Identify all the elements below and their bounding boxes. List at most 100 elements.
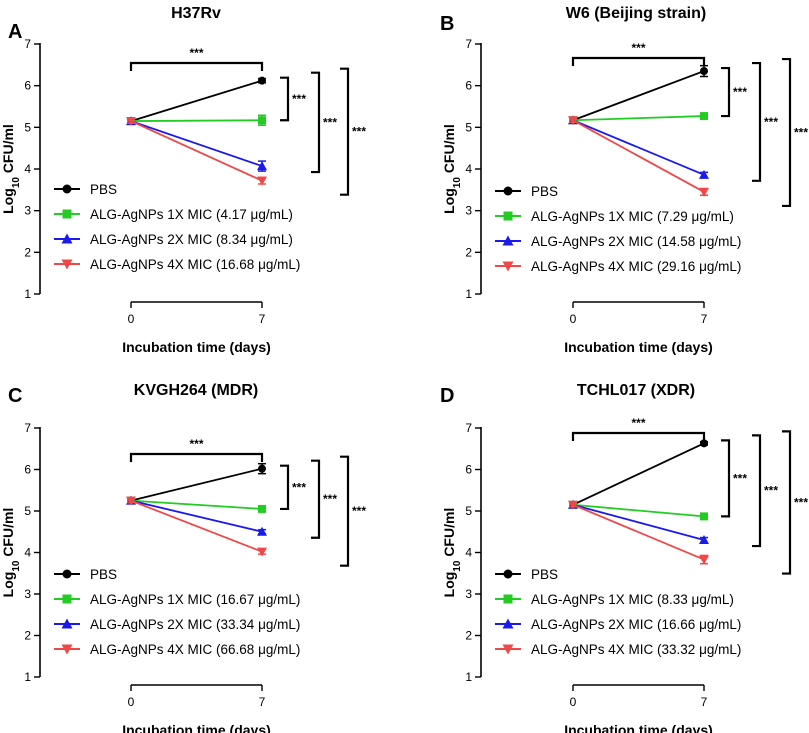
y-tick-label: 6 [465,463,472,477]
legend-label: ALG-AgNPs 2X MIC (14.58 μg/mL) [531,234,741,249]
square-marker [258,116,266,125]
x-tick-label: 7 [701,695,708,709]
bracket-line [129,452,264,462]
significance-bracket-2: *** [311,71,337,174]
significance-label: *** [631,41,645,55]
legend-label: ALG-AgNPs 4X MIC (29.16 μg/mL) [531,259,741,274]
y-tick-label: 2 [24,245,31,259]
series-line [572,442,705,506]
circle-marker [503,186,513,196]
triangle-down-marker [257,547,267,557]
series-line [572,119,705,176]
panel-letter: D [440,385,454,407]
significance-label: *** [352,125,366,139]
significance-label: *** [352,504,366,518]
legend-label: PBS [531,184,558,199]
series-circle [127,76,266,126]
series-circle [569,64,708,125]
triangle-up-marker [257,526,267,536]
legend-label: ALG-AgNPs 1X MIC (4.17 μg/mL) [90,207,293,222]
panel-title: KVGH264 (MDR) [134,382,258,399]
y-tick-label: 3 [24,587,31,601]
legend-label: PBS [90,182,117,197]
significance-bracket-3: *** [340,67,366,196]
bracket-line [571,431,706,441]
x-tick-label: 0 [570,695,577,709]
significance-bracket-3: *** [782,57,808,208]
y-tick-label: 6 [24,463,31,477]
y-tick-label: 2 [465,629,472,643]
y-tick-label: 4 [24,162,31,176]
square-marker [700,112,708,121]
significance-bracket-2: *** [311,459,337,539]
legend-label: ALG-AgNPs 2X MIC (8.34 μg/mL) [90,232,293,247]
square-marker [700,512,708,521]
significance-label: *** [189,46,203,60]
series-triangle-down [126,496,267,557]
y-tick-label: 6 [24,79,31,93]
legend-label: ALG-AgNPs 2X MIC (33.34 μg/mL) [90,617,300,632]
x-tick-label: 0 [128,695,135,709]
circle-marker [700,439,708,448]
series-circle [569,439,708,509]
series-line [130,120,263,167]
x-axis-title: Incubation time (days) [564,722,713,733]
triangle-down-marker [257,176,267,186]
series-line [572,503,705,561]
significance-bracket-2: *** [752,61,778,182]
significance-label: *** [764,484,778,498]
y-tick-label: 2 [24,629,31,643]
triangle-down-marker [568,116,578,126]
series-triangle-up [568,115,709,179]
series-circle [127,462,266,505]
panel-a: A H37Rv 1 2 3 4 5 6 7 0 7 Incubation time (days) L… [0,5,366,355]
significance-label: *** [794,495,808,509]
series-line [130,79,263,122]
significance-bracket-3: *** [782,430,808,575]
series-triangle-down [568,116,709,197]
significance-label: *** [764,115,778,129]
y-tick-label: 6 [465,79,472,93]
circle-marker [62,184,72,194]
panel-title: W6 (Beijing strain) [566,5,706,22]
panel-b: B W6 (Beijing strain) 1 2 3 4 5 6 7 0 7 Incubatio… [440,5,808,355]
bracket-line [280,76,290,122]
y-tick-label: 1 [24,670,31,684]
triangle-up-marker [699,169,709,179]
series-line [130,120,263,182]
circle-marker [62,569,72,579]
series-line [130,119,263,122]
series-triangle-down [568,500,709,565]
series-line [572,119,705,193]
y-tick-label: 5 [465,120,472,134]
y-tick-label: 7 [24,421,31,435]
triangle-down-marker [502,261,514,272]
y-tick-label: 3 [465,587,472,601]
significance-bracket-1: *** [721,66,747,118]
legend-label: PBS [531,567,558,582]
bracket-line [311,71,321,174]
significance-bracket-1: *** [280,76,306,122]
bracket-line [129,61,264,71]
legend-label: ALG-AgNPs 1X MIC (7.29 μg/mL) [531,209,734,224]
y-tick-label: 7 [465,37,472,51]
legend-label: ALG-AgNPs 4X MIC (16.68 μg/mL) [90,257,300,272]
bracket-line [782,57,792,208]
significance-bracket-time: *** [129,46,264,71]
y-axis-title: Log10 CFU/ml [0,508,22,598]
significance-bracket-1: *** [280,464,306,511]
series-line [130,499,263,510]
y-tick-label: 5 [24,504,31,518]
y-tick-label: 1 [465,670,472,684]
series-line [130,467,263,502]
series-line [572,115,705,122]
series-line [130,499,263,553]
y-axis-title: Log10 CFU/ml [0,124,22,214]
x-tick-label: 7 [701,312,708,326]
bracket-line [340,455,350,567]
panel-title: H37Rv [171,5,221,22]
y-tick-label: 3 [465,204,472,218]
x-tick-label: 0 [128,312,135,326]
y-tick-label: 5 [24,120,31,134]
